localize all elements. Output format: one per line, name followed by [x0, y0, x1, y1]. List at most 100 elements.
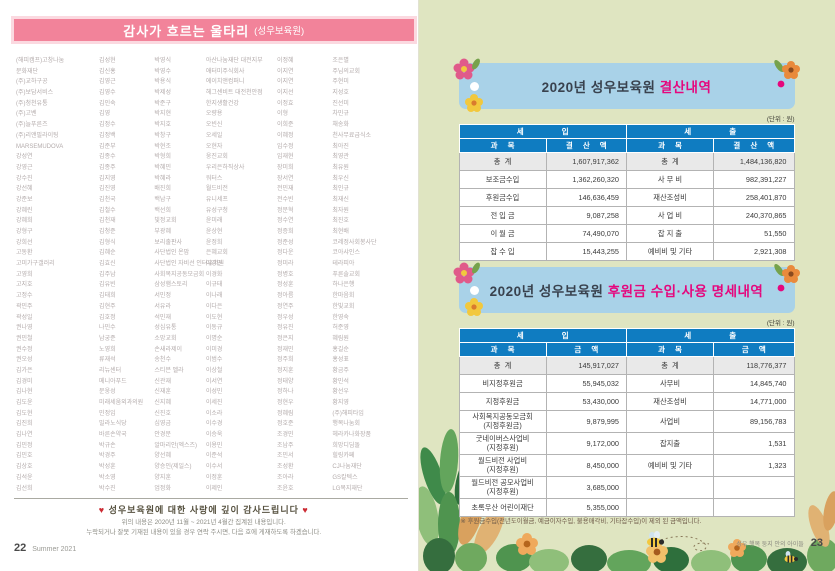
donor-name: 정호준: [277, 421, 294, 428]
botanical-illustration: [418, 429, 835, 571]
donor-name: 사단법인 온맘: [154, 250, 190, 257]
donor-name: 정증희: [277, 229, 294, 235]
donor-name: 박창구: [154, 132, 171, 139]
amount-cell: 74,490,070: [545, 224, 627, 243]
category-cell: 사 업 비: [625, 206, 715, 225]
donor-name: 박성훈: [99, 464, 116, 471]
donor-name: 정유진: [277, 325, 294, 332]
right-page-number: 23: [810, 537, 823, 549]
amount-cell: 1,531: [713, 431, 795, 455]
donor-name: 이형: [277, 111, 289, 118]
donor-name: 김영근: [99, 79, 116, 86]
category-cell: 사무비: [625, 374, 715, 393]
donor-name: 월드비전: [205, 186, 228, 193]
category-cell: 재산조성비: [625, 188, 715, 207]
donor-name: 고정수: [16, 293, 33, 300]
donor-name: 박지현: [154, 111, 171, 118]
amount-cell: 146,636,459: [545, 188, 627, 207]
donor-name: 임수정: [277, 143, 294, 150]
donor-name: 박준구: [154, 100, 171, 107]
column-header: 결 산 액: [713, 138, 795, 153]
donor-name: 신재훈: [154, 389, 171, 396]
donor-name: 석민재: [154, 314, 171, 321]
donor-name: 김정수: [99, 122, 116, 129]
donor-name: 장미희: [277, 164, 294, 171]
donor-name: 안경문: [154, 432, 171, 439]
donor-name: 정수연: [277, 218, 294, 225]
donor-name: 송천수: [154, 357, 171, 364]
donor-name: 고영희: [16, 271, 33, 278]
donor-column: 김성현 김신홍 김영근 김영수 김인숙 김영 김정수 김정백 김준부 김종수 김종주 김지영 김진영 김천…: [99, 56, 154, 494]
table-row: 월드비전 사업비 (지정후원) 8,450,000 예비비 및 기타 1,323: [458, 453, 795, 477]
donor-name: 허준영: [332, 325, 349, 332]
donor-name: 강영근: [16, 164, 33, 171]
amount-cell: 3,685,000: [545, 475, 627, 499]
column-header: 결 산 액: [545, 138, 627, 153]
issue-label: Summer 2021: [32, 546, 77, 553]
amount-cell: 51,550: [713, 224, 795, 243]
donor-name: 손새라제이: [154, 346, 183, 353]
donation-title: 2020년 성우보육원 후원금 수입·사용 명세내역: [489, 284, 764, 299]
category-cell: 잡 지 출: [625, 224, 715, 243]
donor-name: 황금주: [332, 367, 349, 374]
donor-name: 박수진: [99, 485, 116, 492]
donor-name: 문화재단: [16, 68, 39, 75]
donor-name: 이승욱: [205, 432, 223, 439]
donor-name: 이나래: [205, 293, 223, 300]
thanks-note-line-1: 위의 내용은 2020년 11월 ~ 2021년 4월간 집계된 내용입니다.: [121, 519, 286, 526]
amount-cell: 9,087,258: [545, 206, 627, 225]
donor-name: 미래세움외과의원: [99, 400, 144, 406]
donor-name: 김신홍: [99, 68, 116, 75]
donor-name: 최유원: [332, 164, 349, 171]
left-page-title: 감사가 흐르는 울타리: [123, 23, 250, 39]
donor-name: 윤상현: [205, 229, 223, 235]
donor-name: 강혜희: [16, 218, 33, 225]
group-header-row: 세 입 세 출: [458, 328, 795, 343]
revenue-group-header: 세 입: [458, 328, 627, 343]
table-row: 총 계 145,917,027 총 계 118,776,377: [458, 356, 795, 375]
donor-name: 이소라: [205, 410, 223, 417]
flower-decoration-icon: [773, 264, 800, 292]
donation-table-body: 총 계 145,917,027 총 계 118,776,377 비지정후원금 55,945…: [458, 356, 795, 517]
table-row: 후원금수입 146,636,459 재산조성비 258,401,870: [458, 188, 795, 207]
donor-name: 코아샤인스: [332, 250, 360, 257]
donor-name: 김천국: [99, 196, 116, 203]
donor-name: 최재신: [332, 196, 349, 203]
donor-name: 장서연: [277, 175, 294, 182]
donor-name: 차민규: [332, 111, 349, 118]
amount-cell: 982,391,227: [713, 170, 795, 189]
amount-cell: 118,776,377: [713, 356, 795, 375]
donor-name: 양승인(제일스): [154, 464, 192, 471]
donor-name: 황민석: [332, 378, 349, 385]
donor-name: 이범수: [205, 357, 223, 364]
donor-name: 문웅성: [99, 389, 116, 396]
category-cell: 월드비전 사업비 (지정후원): [458, 453, 547, 477]
category-cell: 잡지출: [625, 431, 715, 455]
donor-name: 정태양: [277, 378, 294, 385]
donor-name: 아산나눔재단 대전지부: [205, 58, 263, 64]
right-page-footer: 성우 행복 둥지 안의 아이들 23: [736, 537, 823, 549]
donor-name: 이혜정: [277, 132, 294, 139]
amount-cell: 1,362,260,320: [545, 170, 627, 189]
donor-name: 한영숙: [332, 314, 349, 321]
donor-name: 윤미래: [205, 218, 223, 225]
donor-name: 박영수: [154, 68, 171, 75]
category-cell: [625, 497, 715, 517]
donor-name: 김천재: [99, 218, 116, 225]
amount-cell: 1,607,917,362: [545, 152, 627, 171]
donor-name: 주현미: [332, 79, 349, 86]
left-page-number: 22: [14, 542, 27, 554]
donor-name: 코레정사회봉사단: [332, 239, 377, 246]
donor-name: 김지영: [99, 175, 116, 182]
leaf-cluster-left: [418, 429, 504, 571]
donor-name: 진선미: [332, 100, 349, 107]
donor-column: 아산나눔재단 대전지부 애터미주식회사 에이치앤컴퍼니 헤그센비트 대전천안점 한지생활…: [206, 56, 277, 494]
donor-name: (주)리앤필라이팅: [16, 132, 59, 139]
group-header-row: 세 입 세 출: [458, 124, 795, 139]
donor-name: 정은지: [277, 335, 294, 342]
donor-name: 최진호: [332, 218, 349, 225]
flower-decoration-icon: [773, 60, 800, 88]
table-row: 초록우산 어린이재단 5,355,000: [458, 497, 795, 517]
donor-name: CJ나눔재단: [332, 464, 362, 471]
donor-name: 알마리안(엑스즈): [154, 442, 198, 449]
